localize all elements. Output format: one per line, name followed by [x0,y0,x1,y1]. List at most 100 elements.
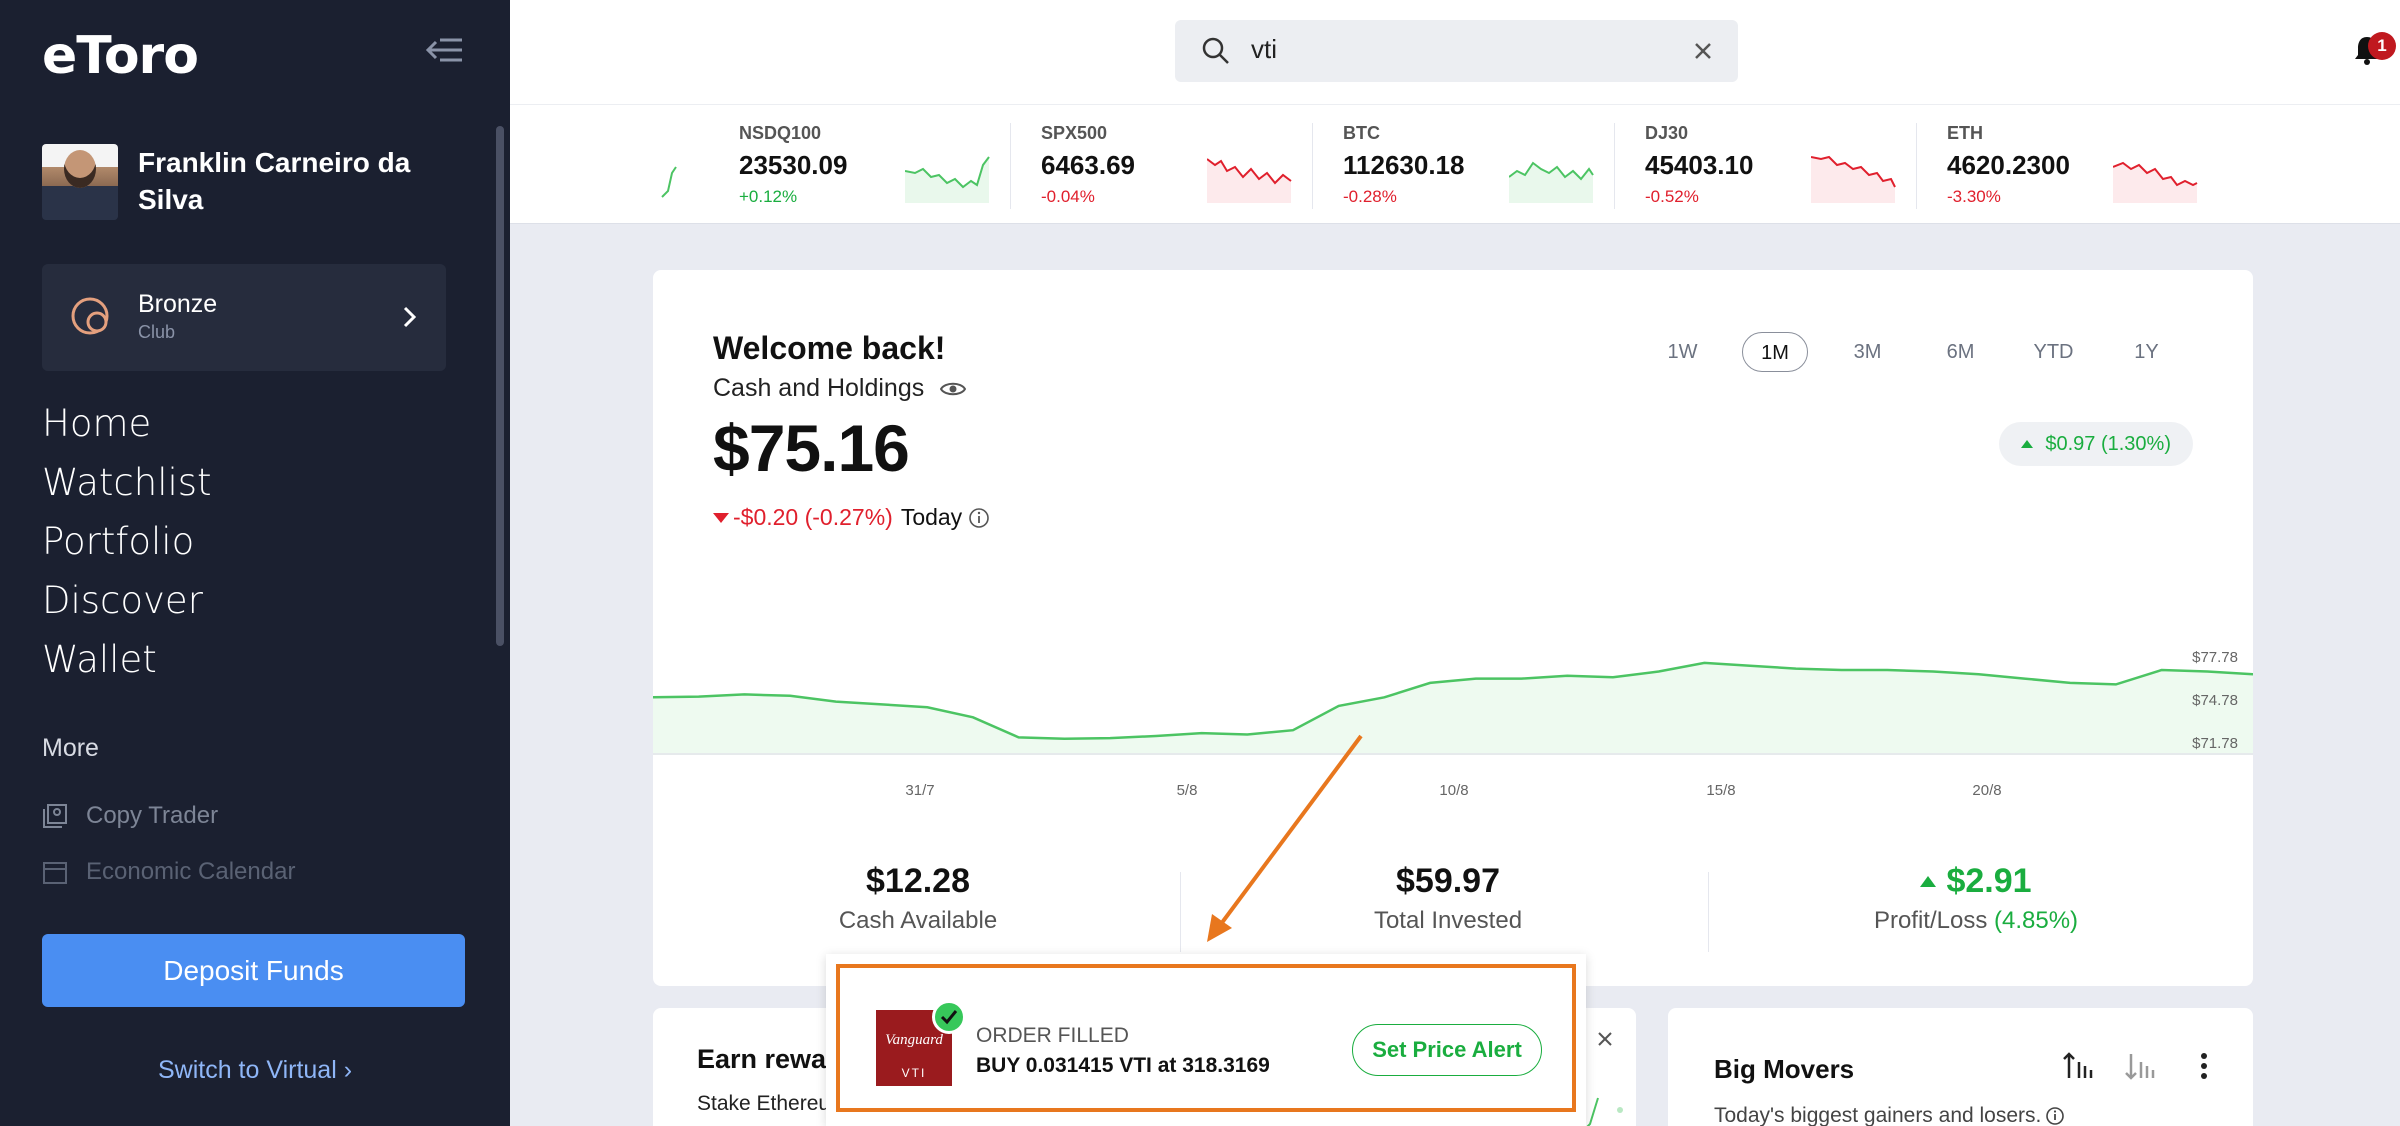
period-6m[interactable]: 6M [1946,341,1975,363]
order-toast-container: Vanguard VTI ORDER FILLED BUY 0.031415 V… [826,954,1586,1126]
x-axis-ticks: 31/7 5/8 10/8 15/8 20/8 [905,782,2001,799]
ticker-item-dj30[interactable]: DJ30 45403.10 -0.52% [1645,123,1753,207]
vti-logo-brand: Vanguard [885,1032,943,1048]
info-icon[interactable] [968,507,990,529]
stat-total-invested: $59.97 Total Invested [1183,862,1713,935]
sort-gainers-icon[interactable] [2062,1050,2094,1082]
portfolio-stats: $12.28 Cash Available $59.97 Total Inves… [653,862,2253,962]
more-heading: More [42,734,99,762]
today-label: Today [900,504,963,530]
stat-value: $12.28 [866,862,970,900]
period-1w[interactable]: 1W [1667,341,1698,363]
order-filled-toast: Vanguard VTI ORDER FILLED BUY 0.031415 V… [836,964,1576,1112]
big-movers-subtitle: Today's biggest gainers and losers. [1714,1104,2042,1126]
ticker-symbol: BTC [1343,123,1380,143]
order-message: BUY 0.031415 VTI at 318.3169 [976,1054,1270,1077]
y-tick-label: $71.78 [2192,735,2238,752]
more-options-icon[interactable] [2188,1050,2220,1082]
ticker-divider [1312,123,1313,209]
switch-to-virtual-link[interactable]: Switch to Virtual › [157,1056,353,1084]
club-title: Bronze [138,290,218,318]
stat-label: Cash Available [838,907,998,934]
club-card[interactable]: Bronze Club [42,264,446,371]
check-icon [932,1000,966,1034]
period-3m[interactable]: 3M [1853,341,1882,363]
user-profile[interactable]: Franklin Carneiro da Silva [42,144,428,220]
ticker-change: -3.30% [1947,187,2001,206]
ticker-price: 112630.18 [1343,150,1465,180]
collapse-sidebar-icon[interactable] [424,32,466,68]
portfolio-chart[interactable]: $77.78 $74.78 $71.78 31/7 5/8 10/8 15/8 20/8 [653,570,2253,830]
eye-icon[interactable] [940,380,967,398]
ticker-item-eth[interactable]: ETH 4620.2300 -3.30% [1947,123,2070,207]
ticker-change: -0.28% [1343,187,1397,206]
stat-divider [1708,872,1709,952]
etoro-logo[interactable]: eToro [42,26,199,86]
deposit-funds-button[interactable]: Deposit Funds [42,934,465,1007]
main-nav: Home Watchlist Portfolio Discover Wallet [42,398,212,693]
order-status: ORDER FILLED [976,1024,1129,1047]
earn-title: Earn rewa [697,1044,827,1074]
ticker-item-nsdq100[interactable]: NSDQ100 23530.09 +0.12% [739,123,847,207]
nav-economic-calendar[interactable]: Economic Calendar [42,858,295,886]
period-1m[interactable]: 1M [1742,332,1808,372]
search-input[interactable] [1251,34,1651,65]
info-icon[interactable] [2045,1106,2065,1126]
nav-discover[interactable]: Discover [42,579,203,622]
chevron-right-icon [403,306,417,328]
nav-wallet[interactable]: Wallet [42,638,157,681]
copy-trader-label: Copy Trader [86,802,219,829]
portfolio-balance: $75.16 [713,411,910,485]
up-triangle-icon [2021,440,2034,448]
vti-logo-ticker: VTI [901,1066,927,1080]
big-movers-subtitle-row: Today's biggest gainers and losers. [1714,1104,2065,1126]
ticker-item-spx500[interactable]: SPX500 6463.69 -0.04% [1041,123,1135,207]
ticker-sparkline-nsdq100 [905,156,990,203]
stat-label-row: Profit/Loss (4.85%) [1711,907,2241,935]
economic-calendar-label: Economic Calendar [86,858,296,885]
nav-portfolio[interactable]: Portfolio [42,520,195,563]
sort-losers-icon[interactable] [2124,1050,2156,1082]
nav-watchlist[interactable]: Watchlist [42,461,212,504]
ticker-divider [1010,123,1011,209]
ticker-change: -0.04% [1041,187,1095,206]
ticker-price: 23530.09 [739,150,848,180]
big-movers-title: Big Movers [1714,1054,1855,1084]
stat-value-row: $2.91 [1711,862,2241,901]
ticker-item-btc[interactable]: BTC 112630.18 -0.28% [1343,123,1464,207]
close-icon[interactable] [1596,1030,1614,1048]
x-tick-label: 10/8 [1439,782,1468,799]
holdings-row: Cash and Holdings [713,374,967,403]
stat-value: $59.97 [1396,862,1500,900]
ticker-sparkline-spx500 [1207,158,1292,203]
market-ticker: NSDQ100 23530.09 +0.12% SPX500 6463.69 -… [510,104,2400,224]
stat-profit-loss: $2.91 Profit/Loss (4.85%) [1711,862,2241,935]
club-subtitle: Club [138,322,176,342]
down-triangle-icon [713,512,729,523]
club-badge-icon [71,297,109,335]
ticker-price: 6463.69 [1041,150,1135,180]
big-movers-card: Big Movers Today's biggest gainers and l… [1668,1008,2253,1126]
nav-home[interactable]: Home [42,402,152,445]
ticker-sparkline-eth [2113,161,2198,203]
stat-label: Total Invested [1373,907,1523,934]
set-price-alert-button[interactable]: Set Price Alert [1352,1024,1542,1076]
stat-cash-available: $12.28 Cash Available [653,862,1183,935]
nav-copy-trader[interactable]: Copy Trader [42,802,218,830]
chart-line [653,661,2253,741]
copy-trader-icon [43,804,67,828]
ticker-divider [1614,123,1615,209]
search-box[interactable] [1175,20,1738,82]
period-ytd[interactable]: YTD [2033,341,2074,363]
clear-search-icon[interactable] [1690,38,1716,64]
ticker-symbol: DJ30 [1645,123,1689,143]
portfolio-card: Welcome back! Cash and Holdings $75.16 -… [653,270,2253,986]
stat-extra: (4.85%) [1994,907,2079,934]
avatar[interactable] [42,144,118,220]
period-1y[interactable]: 1Y [2134,341,2159,363]
chart-area [653,662,2253,755]
ticker-change: +0.12% [739,187,798,206]
sidebar: eToro Franklin Carneiro da Silva Bronze … [0,0,510,1126]
sidebar-scrollbar[interactable] [496,126,504,646]
ticker-price: 45403.10 [1645,150,1754,180]
